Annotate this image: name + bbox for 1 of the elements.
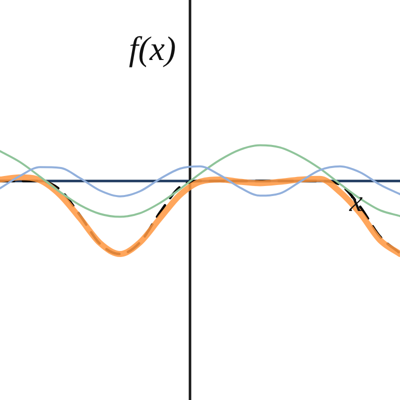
y-axis-title: f(x)	[128, 31, 176, 68]
